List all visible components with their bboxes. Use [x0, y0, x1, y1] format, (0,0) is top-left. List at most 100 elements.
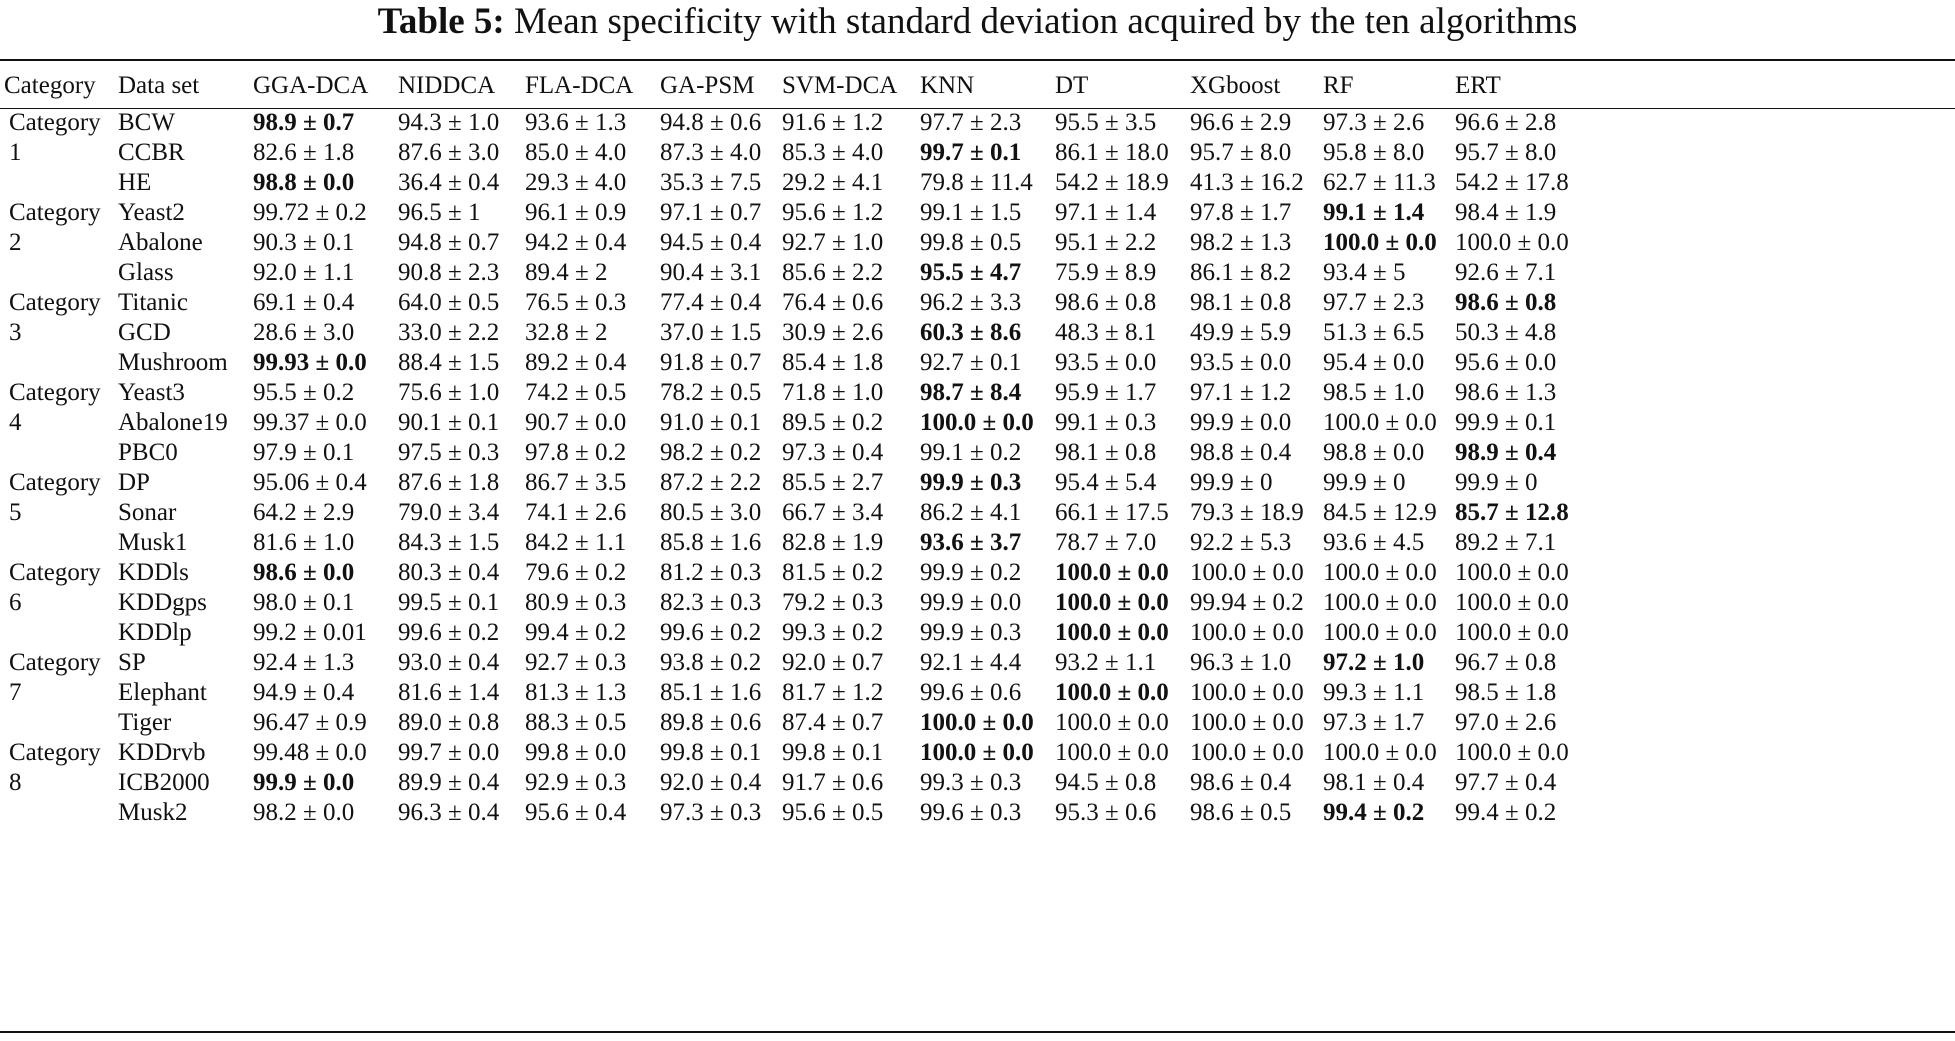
table-cell: 93.2 ± 1.1	[1055, 649, 1157, 676]
table-cell: 98.6 ± 1.3	[1455, 379, 1557, 406]
table-cell: 78.7 ± 7.0	[1055, 529, 1157, 556]
table-cell: 84.5 ± 12.9	[1323, 499, 1437, 526]
table-cell: 99.1 ± 0.3	[1055, 409, 1157, 436]
table-cell: 66.1 ± 17.5	[1055, 499, 1169, 526]
table-cell: 99.4 ± 0.2	[525, 619, 627, 646]
table-cell: 94.3 ± 1.0	[398, 109, 500, 136]
column-header: FLA-DCA	[525, 72, 634, 99]
table-cell: 99.9 ± 0	[1323, 469, 1406, 496]
table-cell: 76.5 ± 0.3	[525, 289, 627, 316]
table-cell: 95.6 ± 0.4	[525, 799, 627, 826]
table-cell: 95.9 ± 1.7	[1055, 379, 1157, 406]
table-cell: 78.2 ± 0.5	[660, 379, 762, 406]
table-cell: 98.1 ± 0.8	[1055, 439, 1157, 466]
table-cell: 66.7 ± 3.4	[782, 499, 884, 526]
table-cell: 99.7 ± 0.0	[398, 739, 500, 766]
table-cell: 90.3 ± 0.1	[253, 229, 355, 256]
table-cell: 84.2 ± 1.1	[525, 529, 627, 556]
column-header: Category	[4, 72, 96, 99]
dataset-name: Sonar	[118, 499, 177, 526]
table-cell: 100.0 ± 0.0	[1190, 679, 1304, 706]
table-cell: 88.3 ± 0.5	[525, 709, 627, 736]
table-cell: 97.0 ± 2.6	[1455, 709, 1557, 736]
category-label: Category	[9, 559, 101, 586]
column-header: XGboost	[1190, 72, 1281, 99]
table-cell: 96.3 ± 1.0	[1190, 649, 1292, 676]
column-header: NIDDCA	[398, 72, 496, 99]
table-cell: 80.5 ± 3.0	[660, 499, 762, 526]
table-cell: 33.0 ± 2.2	[398, 319, 500, 346]
table-cell: 99.7 ± 0.1	[920, 139, 1022, 166]
table-cell: 96.3 ± 0.4	[398, 799, 500, 826]
dataset-name: PBC0	[118, 439, 178, 466]
table-cell: 100.0 ± 0.0	[1323, 739, 1437, 766]
table-cell: 99.3 ± 0.2	[782, 619, 884, 646]
table-cell: 98.6 ± 0.8	[1455, 289, 1557, 316]
table-cell: 99.6 ± 0.2	[660, 619, 762, 646]
column-header: DT	[1055, 72, 1089, 99]
table-cell: 100.0 ± 0.0	[1055, 679, 1169, 706]
category-label: Category	[9, 199, 101, 226]
table-cell: 90.7 ± 0.0	[525, 409, 627, 436]
table-cell: 100.0 ± 0.0	[1055, 559, 1169, 586]
category-label: Category	[9, 739, 101, 766]
table-cell: 97.2 ± 1.0	[1323, 649, 1425, 676]
table-cell: 100.0 ± 0.0	[1190, 559, 1304, 586]
table-cell: 98.0 ± 0.1	[253, 589, 355, 616]
table-cell: 92.2 ± 5.3	[1190, 529, 1292, 556]
table-cell: 74.1 ± 2.6	[525, 499, 627, 526]
table-cell: 97.3 ± 0.4	[782, 439, 884, 466]
table-cell: 95.6 ± 1.2	[782, 199, 884, 226]
dataset-name: BCW	[118, 109, 175, 136]
table-cell: 93.6 ± 1.3	[525, 109, 627, 136]
table-cell: 93.4 ± 5	[1323, 259, 1406, 286]
table-cell: 94.8 ± 0.6	[660, 109, 762, 136]
table-cell: 82.6 ± 1.8	[253, 139, 355, 166]
table-cell: 92.0 ± 1.1	[253, 259, 355, 286]
table-cell: 98.9 ± 0.7	[253, 109, 355, 136]
table-cell: 99.1 ± 1.4	[1323, 199, 1425, 226]
table-cell: 81.7 ± 1.2	[782, 679, 884, 706]
table-cell: 85.8 ± 1.6	[660, 529, 762, 556]
table-cell: 98.1 ± 0.8	[1190, 289, 1292, 316]
table-cell: 71.8 ± 1.0	[782, 379, 884, 406]
table-cell: 95.4 ± 5.4	[1055, 469, 1157, 496]
table-cell: 96.6 ± 2.9	[1190, 109, 1292, 136]
table-cell: 86.1 ± 8.2	[1190, 259, 1292, 286]
table-cell: 92.0 ± 0.7	[782, 649, 884, 676]
table-cell: 97.7 ± 2.3	[1323, 289, 1425, 316]
table-cell: 79.3 ± 18.9	[1190, 499, 1304, 526]
dataset-name: Mushroom	[118, 349, 228, 376]
dataset-name: KDDls	[118, 559, 189, 586]
table-cell: 79.6 ± 0.2	[525, 559, 627, 586]
column-header: ERT	[1455, 72, 1501, 99]
table-cell: 99.9 ± 0.0	[253, 769, 355, 796]
table-cell: 86.1 ± 18.0	[1055, 139, 1169, 166]
table-cell: 91.7 ± 0.6	[782, 769, 884, 796]
table-cell: 98.2 ± 0.0	[253, 799, 355, 826]
table-cell: 85.7 ± 12.8	[1455, 499, 1569, 526]
category-label: Category	[9, 379, 101, 406]
table-cell: 99.6 ± 0.2	[398, 619, 500, 646]
table-cell: 99.72 ± 0.2	[253, 199, 367, 226]
table-cell: 99.9 ± 0.0	[1190, 409, 1292, 436]
table-cell: 98.9 ± 0.4	[1455, 439, 1557, 466]
table-cell: 87.3 ± 4.0	[660, 139, 762, 166]
table-cell: 96.1 ± 0.9	[525, 199, 627, 226]
table-cell: 89.9 ± 0.4	[398, 769, 500, 796]
table-cell: 87.2 ± 2.2	[660, 469, 762, 496]
category-number: 5	[9, 499, 22, 526]
table-cell: 95.7 ± 8.0	[1190, 139, 1292, 166]
table-cell: 97.7 ± 2.3	[920, 109, 1022, 136]
column-header: KNN	[920, 72, 975, 99]
dataset-name: HE	[118, 169, 152, 196]
table-cell: 89.2 ± 7.1	[1455, 529, 1557, 556]
table-cell: 92.6 ± 7.1	[1455, 259, 1557, 286]
table-cell: 97.5 ± 0.3	[398, 439, 500, 466]
category-number: 4	[9, 409, 22, 436]
table-cell: 96.6 ± 2.8	[1455, 109, 1557, 136]
table-cell: 100.0 ± 0.0	[1190, 739, 1304, 766]
table-cell: 89.5 ± 0.2	[782, 409, 884, 436]
table-cell: 93.6 ± 3.7	[920, 529, 1022, 556]
table-cell: 51.3 ± 6.5	[1323, 319, 1425, 346]
